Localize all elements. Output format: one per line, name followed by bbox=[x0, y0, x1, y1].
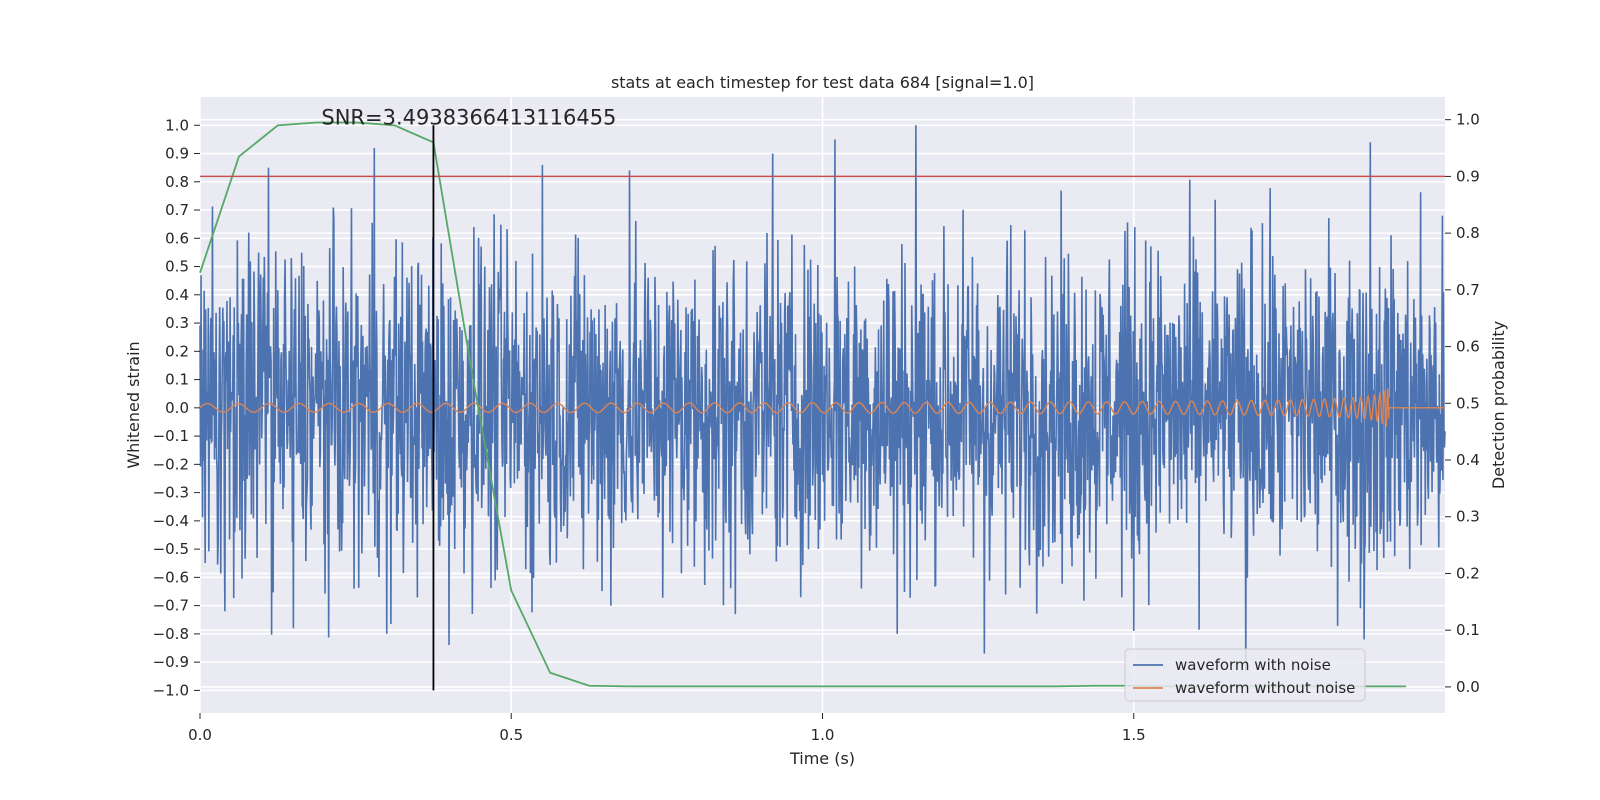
y-left-tick-label-6: 0.4 bbox=[165, 286, 189, 304]
legend-label-noise: waveform with noise bbox=[1175, 656, 1331, 674]
y-right-tick-label-4: 0.6 bbox=[1456, 338, 1480, 356]
legend: waveform with noise waveform without noi… bbox=[1124, 648, 1366, 702]
y-axis-label-left: Whitened strain bbox=[124, 341, 143, 468]
y-right-tick-label-1: 0.9 bbox=[1456, 167, 1480, 185]
y-left-tick-label-9: 0.1 bbox=[165, 371, 189, 389]
y-axis-label-right: Detection probability bbox=[1489, 321, 1508, 489]
y-left-tick-label-20: −1.0 bbox=[153, 681, 189, 699]
y-right-tick-label-0: 1.0 bbox=[1456, 111, 1480, 129]
x-axis-label: Time (s) bbox=[789, 749, 855, 768]
legend-box bbox=[1124, 648, 1366, 702]
axes: 0.0 0.5 1.0 1.5 1.0 0.9 0.8 0.7 0.6 0.5 0.4 0.3 0.2 0… bbox=[153, 111, 1480, 744]
y-right-tick-label-2: 0.8 bbox=[1456, 224, 1480, 242]
snr-annotation: SNR=3.4938366413116455 bbox=[321, 105, 616, 129]
y-left-tick-label-8: 0.2 bbox=[165, 342, 189, 360]
y-left-tick-label-16: −0.6 bbox=[153, 568, 189, 586]
y-right-tick-label-7: 0.3 bbox=[1456, 508, 1480, 526]
y-left-tick-label-14: −0.4 bbox=[153, 512, 189, 530]
y-left-tick-label-15: −0.5 bbox=[153, 540, 189, 558]
chart-title: stats at each timestep for test data 684… bbox=[611, 73, 1034, 92]
y-left-tick-label-12: −0.2 bbox=[153, 455, 189, 473]
y-left-tick-label-17: −0.7 bbox=[153, 597, 189, 615]
y-left-tick-label-7: 0.3 bbox=[165, 314, 189, 332]
y-right-tick-label-5: 0.5 bbox=[1456, 394, 1480, 412]
x-tick-label-1: 0.5 bbox=[499, 726, 523, 744]
y-right-tick-label-6: 0.4 bbox=[1456, 451, 1480, 469]
y-right-tick-label-3: 0.7 bbox=[1456, 281, 1480, 299]
x-tick-label-3: 1.5 bbox=[1122, 726, 1146, 744]
y-right-tick-label-8: 0.2 bbox=[1456, 564, 1480, 582]
y-left-tick-label-10: 0.0 bbox=[165, 399, 189, 417]
y-right-tick-label-9: 0.1 bbox=[1456, 621, 1480, 639]
y-left-tick-label-13: −0.3 bbox=[153, 484, 189, 502]
y-left-tick-label-0: 1.0 bbox=[165, 116, 189, 134]
y-left-tick-label-1: 0.9 bbox=[165, 145, 189, 163]
y-left-tick-label-2: 0.8 bbox=[165, 173, 189, 191]
y-left-tick-label-4: 0.6 bbox=[165, 229, 189, 247]
x-tick-label-2: 1.0 bbox=[811, 726, 835, 744]
y-left-tick-label-3: 0.7 bbox=[165, 201, 189, 219]
legend-label-clean: waveform without noise bbox=[1175, 679, 1355, 697]
y-left-tick-label-11: −0.1 bbox=[153, 427, 189, 445]
y-left-tick-label-19: −0.9 bbox=[153, 653, 189, 671]
y-left-tick-label-18: −0.8 bbox=[153, 625, 189, 643]
x-tick-label-0: 0.0 bbox=[188, 726, 212, 744]
series-waveform-without-noise bbox=[199, 388, 1445, 427]
series-waveform-with-noise bbox=[199, 125, 1446, 671]
y-right-tick-label-10: 0.0 bbox=[1456, 678, 1480, 696]
y-left-tick-label-5: 0.5 bbox=[165, 258, 189, 276]
